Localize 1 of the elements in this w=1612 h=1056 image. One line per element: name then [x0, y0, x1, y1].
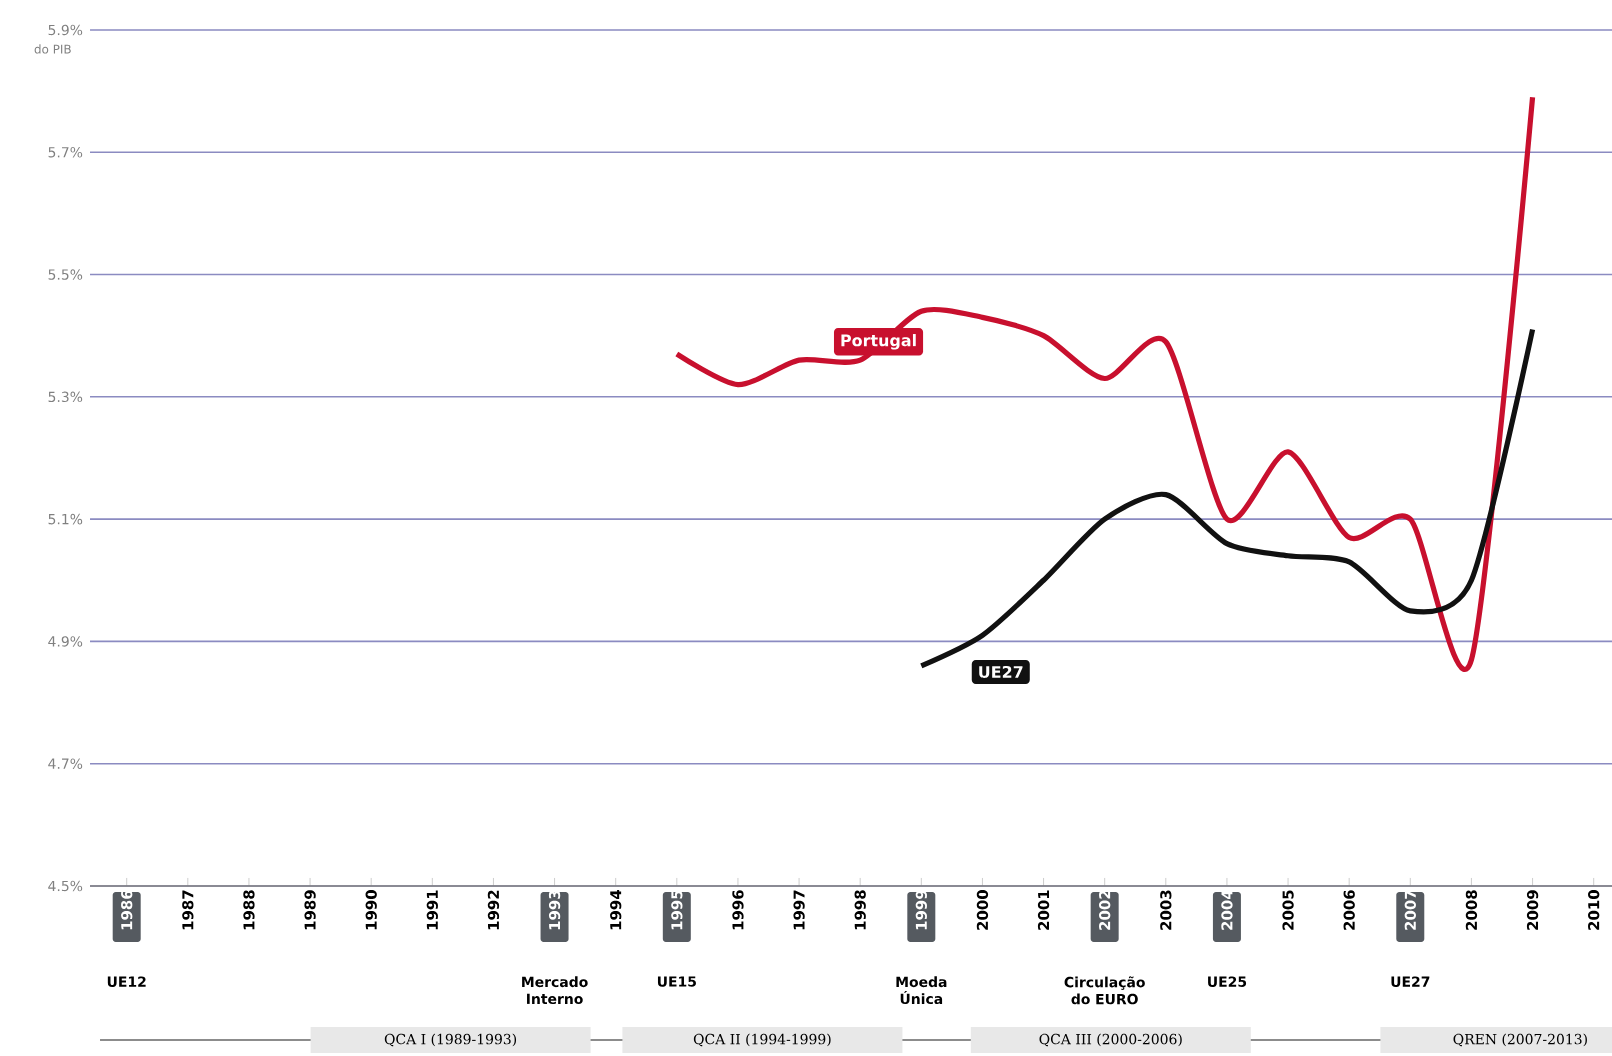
line-series: [918, 326, 1536, 669]
